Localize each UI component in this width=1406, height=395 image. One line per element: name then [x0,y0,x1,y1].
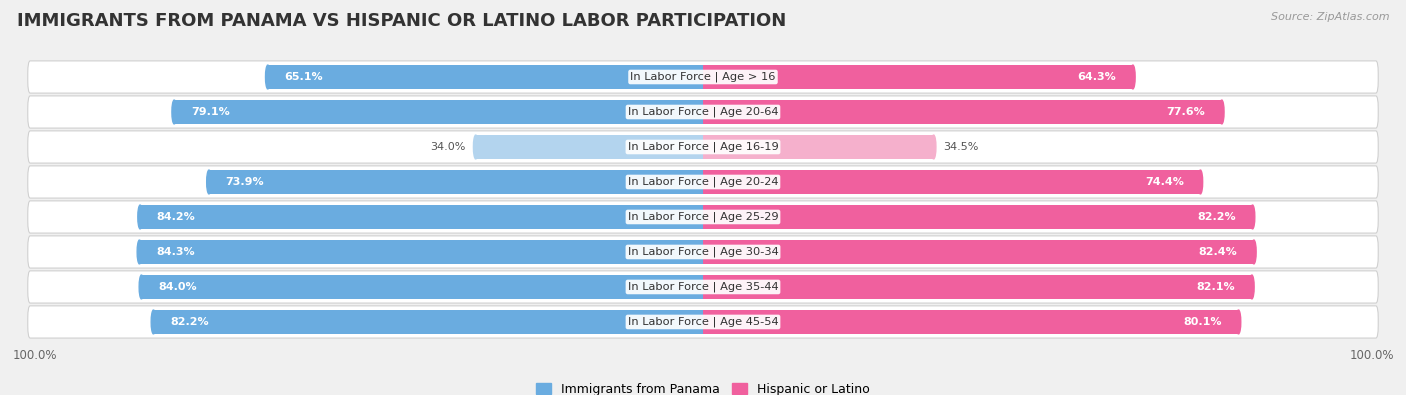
Text: 82.2%: 82.2% [1197,212,1236,222]
Text: In Labor Force | Age 16-19: In Labor Force | Age 16-19 [627,142,779,152]
Circle shape [474,135,478,159]
Circle shape [266,65,270,89]
Bar [703,275,1251,299]
Text: 82.1%: 82.1% [1197,282,1234,292]
FancyBboxPatch shape [28,201,1378,233]
Text: In Labor Force | Age 35-44: In Labor Force | Age 35-44 [627,282,779,292]
Circle shape [207,170,211,194]
Circle shape [172,100,177,124]
Text: 34.0%: 34.0% [430,142,465,152]
Text: 74.4%: 74.4% [1144,177,1184,187]
Circle shape [1250,205,1254,229]
Text: 84.0%: 84.0% [157,282,197,292]
Text: 77.6%: 77.6% [1167,107,1205,117]
Legend: Immigrants from Panama, Hispanic or Latino: Immigrants from Panama, Hispanic or Lati… [531,378,875,395]
Bar [703,135,934,159]
Text: 82.2%: 82.2% [170,317,209,327]
Bar [209,170,703,194]
Text: 73.9%: 73.9% [225,177,264,187]
Bar [703,170,1201,194]
Circle shape [138,240,142,264]
FancyBboxPatch shape [28,166,1378,198]
Text: Source: ZipAtlas.com: Source: ZipAtlas.com [1271,12,1389,22]
Circle shape [1251,240,1256,264]
Text: 80.1%: 80.1% [1184,317,1222,327]
Text: 64.3%: 64.3% [1077,72,1116,82]
Circle shape [1250,275,1254,299]
Circle shape [138,205,142,229]
Circle shape [152,310,156,334]
Circle shape [931,135,936,159]
Circle shape [1130,65,1135,89]
Circle shape [1198,170,1202,194]
Text: 34.5%: 34.5% [943,142,979,152]
Text: In Labor Force | Age 20-24: In Labor Force | Age 20-24 [627,177,779,187]
FancyBboxPatch shape [28,131,1378,163]
FancyBboxPatch shape [28,306,1378,338]
Circle shape [1236,310,1240,334]
Text: 82.4%: 82.4% [1198,247,1237,257]
Bar [141,205,703,229]
Bar [267,65,703,89]
Bar [703,65,1133,89]
Text: In Labor Force | Age 30-34: In Labor Force | Age 30-34 [627,247,779,257]
Bar [703,100,1222,124]
FancyBboxPatch shape [28,96,1378,128]
Text: 84.3%: 84.3% [156,247,195,257]
Text: In Labor Force | Age 20-64: In Labor Force | Age 20-64 [627,107,779,117]
Text: 84.2%: 84.2% [157,212,195,222]
Bar [475,135,703,159]
Bar [153,310,703,334]
Bar [174,100,703,124]
Text: 65.1%: 65.1% [284,72,323,82]
Circle shape [139,275,143,299]
Bar [703,240,1254,264]
Bar [142,275,703,299]
Bar [703,205,1253,229]
FancyBboxPatch shape [28,236,1378,268]
FancyBboxPatch shape [28,271,1378,303]
Text: IMMIGRANTS FROM PANAMA VS HISPANIC OR LATINO LABOR PARTICIPATION: IMMIGRANTS FROM PANAMA VS HISPANIC OR LA… [17,12,786,30]
Text: In Labor Force | Age > 16: In Labor Force | Age > 16 [630,72,776,82]
Bar [139,240,703,264]
FancyBboxPatch shape [28,61,1378,93]
Text: In Labor Force | Age 25-29: In Labor Force | Age 25-29 [627,212,779,222]
Bar [703,310,1239,334]
Circle shape [1219,100,1225,124]
Text: 79.1%: 79.1% [191,107,229,117]
Text: In Labor Force | Age 45-54: In Labor Force | Age 45-54 [627,317,779,327]
